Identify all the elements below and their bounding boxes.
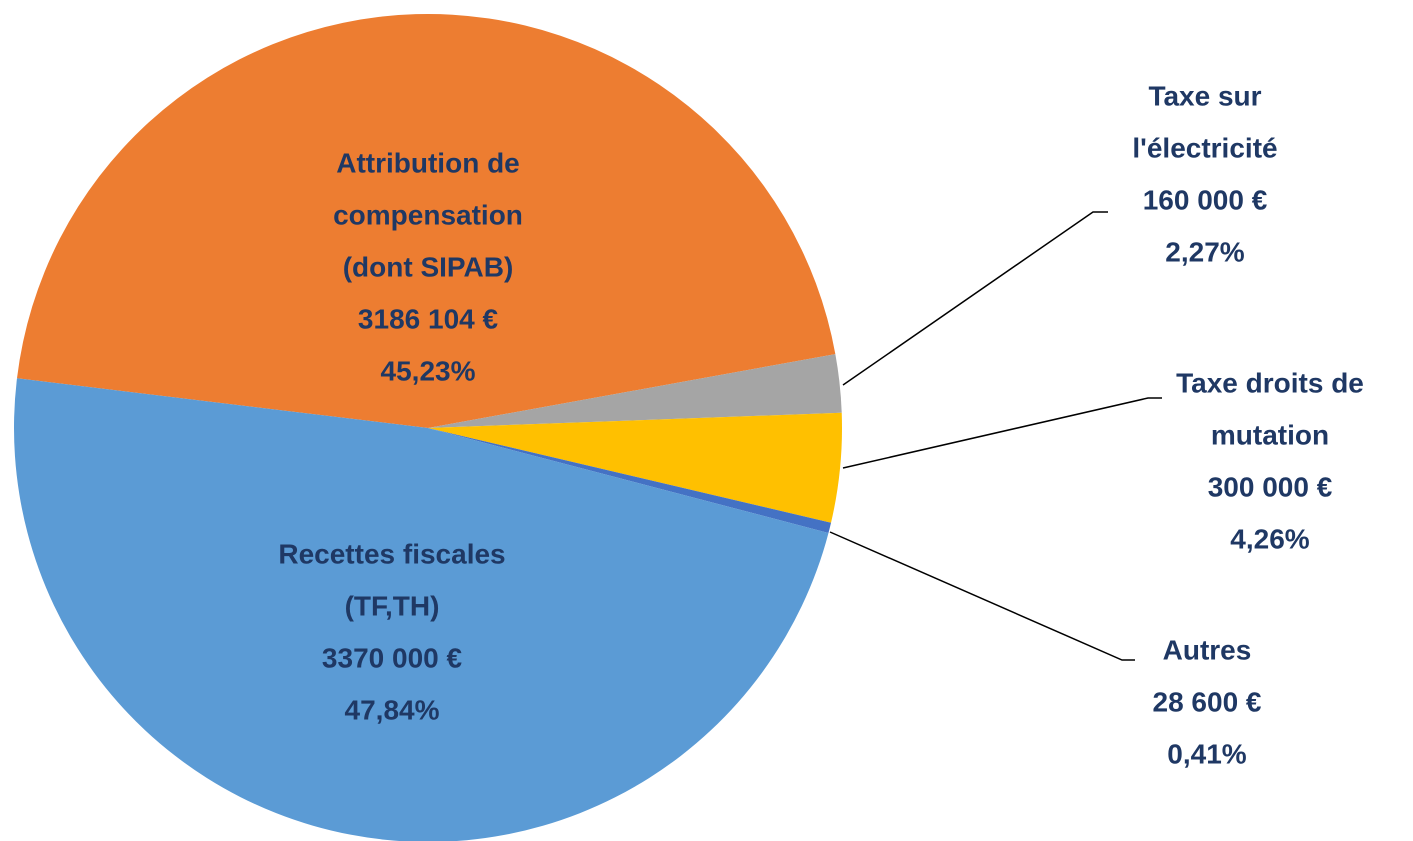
slice-label: Attribution de: [336, 147, 520, 178]
slice-label: Recettes fiscales: [278, 538, 505, 569]
slice-label: (dont SIPAB): [343, 251, 514, 282]
slice-label: (TF,TH): [345, 590, 440, 621]
slice-label: Taxe droits de: [1176, 367, 1364, 398]
pie-slice: [428, 428, 832, 533]
leader-line: [829, 531, 1135, 661]
share-label: 0,41%: [1167, 738, 1246, 769]
pie-slice: [16, 14, 836, 429]
slice-label: l'électricité: [1132, 132, 1277, 163]
share-label: 2,27%: [1165, 236, 1244, 267]
slice-label: mutation: [1211, 419, 1329, 450]
share-label: 45,23%: [381, 355, 476, 386]
share-label: 4,26%: [1230, 523, 1309, 554]
value-label: 28 600 €: [1153, 686, 1262, 717]
leader-line: [842, 397, 1162, 469]
pie-slice: [428, 412, 843, 523]
slice-label: compensation: [333, 199, 523, 230]
share-label: 47,84%: [345, 694, 440, 725]
leader-line: [842, 211, 1108, 386]
value-label: 3370 000 €: [322, 642, 463, 673]
pie-slice: [14, 378, 829, 841]
slice-label: Autres: [1163, 634, 1252, 665]
slice-label: Taxe sur: [1148, 80, 1261, 111]
value-label: 160 000 €: [1143, 184, 1268, 215]
value-label: 300 000 €: [1208, 471, 1333, 502]
value-label: 3186 104 €: [358, 303, 499, 334]
pie-slice: [428, 354, 842, 428]
